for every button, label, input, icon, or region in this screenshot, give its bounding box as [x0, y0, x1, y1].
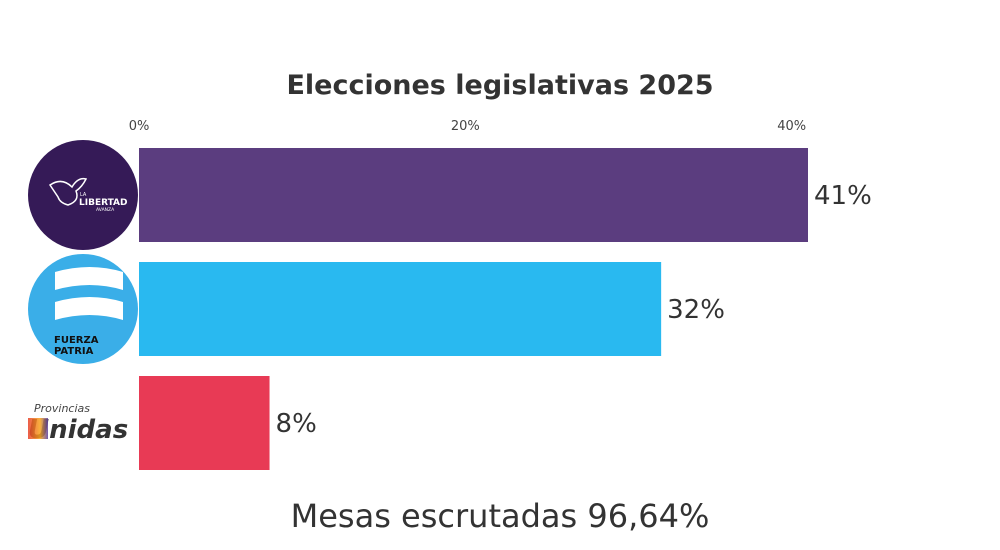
- svg-text:AVANZA: AVANZA: [96, 207, 115, 213]
- bar: [139, 262, 662, 356]
- svg-text:LIBERTAD: LIBERTAD: [79, 198, 128, 208]
- bar-value-label: 8%: [276, 409, 317, 439]
- bar: [139, 376, 270, 470]
- x-tick-label: 40%: [777, 119, 806, 134]
- bar-value-label: 32%: [667, 295, 725, 325]
- chart-title: Elecciones legislativas 2025: [286, 70, 714, 101]
- svg-text:PATRIA: PATRIA: [54, 346, 94, 357]
- bar: [139, 148, 808, 242]
- svg-text:Provincias: Provincias: [34, 402, 90, 415]
- counted-tables-caption: Mesas escrutadas 96,64%: [290, 497, 710, 535]
- svg-text:LA: LA: [80, 192, 87, 198]
- bar-value-label: 41%: [814, 181, 872, 211]
- x-tick-label: 20%: [451, 119, 480, 134]
- x-tick-label: 0%: [129, 119, 150, 134]
- svg-text:FUERZA: FUERZA: [54, 335, 99, 346]
